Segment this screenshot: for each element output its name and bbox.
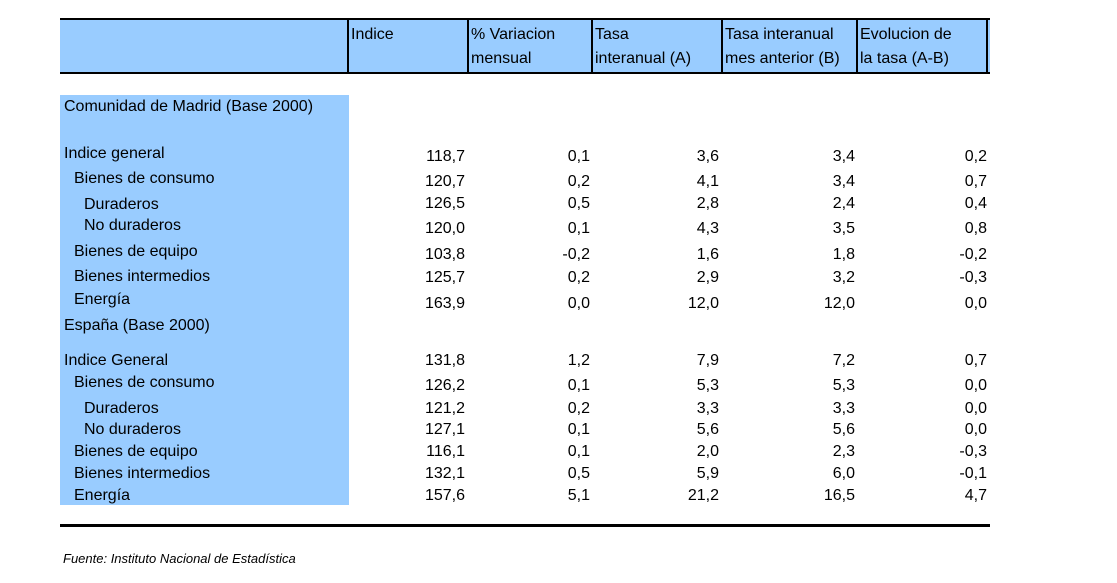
cell-variacion: 0,1	[567, 421, 590, 438]
row-label: Bienes de consumo	[74, 170, 215, 187]
cell-tasa-a: 7,9	[696, 352, 719, 369]
cell-evolucion: 4,7	[964, 487, 987, 504]
cell-evolucion: -0,3	[959, 269, 987, 286]
cell-tasa-a: 3,6	[696, 148, 719, 165]
cell-indice: 118,7	[426, 148, 465, 165]
cell-evolucion: 0,0	[964, 295, 987, 312]
row-label: Bienes de equipo	[74, 243, 198, 260]
cell-evolucion: 0,0	[964, 377, 987, 394]
cell-tasa-b: 3,2	[832, 269, 855, 286]
cell-tasa-a: 12,0	[687, 295, 719, 312]
cell-tasa-a: 4,1	[696, 173, 719, 190]
cell-indice: 120,7	[424, 173, 465, 190]
cell-evolucion: 0,8	[964, 220, 987, 237]
cell-variacion: 0,1	[567, 443, 590, 460]
cell-indice: 121,2	[424, 400, 465, 417]
cell-variacion: 0,0	[567, 295, 590, 312]
cell-tasa-a: 5,9	[696, 465, 719, 482]
row-label: Bienes de equipo	[74, 443, 198, 460]
cell-tasa-b: 5,3	[832, 377, 855, 394]
cell-variacion: 0,2	[567, 269, 590, 286]
row-label: Duraderos	[84, 196, 159, 213]
row-label: Indice general	[64, 145, 165, 162]
cell-indice: 126,5	[424, 195, 465, 212]
cell-evolucion: 0,0	[964, 400, 987, 417]
row-label: No duraderos	[84, 217, 181, 234]
cell-indice: 126,2	[424, 377, 465, 394]
header-tasa-mes-anterior: Tasa interanual mes anterior (B)	[721, 20, 856, 72]
cell-tasa-b: 3,5	[832, 220, 855, 237]
cell-tasa-a: 2,9	[696, 269, 719, 286]
bottom-rule	[60, 524, 990, 527]
source-note: Fuente: Instituto Nacional de Estadístic…	[63, 551, 296, 566]
cell-evolucion: 0,7	[964, 352, 987, 369]
cell-tasa-b: 12,0	[823, 295, 855, 312]
cell-evolucion: -0,1	[959, 465, 987, 482]
cell-evolucion: 0,0	[964, 421, 987, 438]
cell-tasa-b: 3,4	[832, 148, 855, 165]
cell-variacion: 1,2	[567, 352, 590, 369]
cell-tasa-a: 2,0	[696, 443, 719, 460]
row-label: Duraderos	[84, 400, 159, 417]
cell-evolucion: 0,7	[964, 173, 987, 190]
section-title-espana: España (Base 2000)	[64, 317, 210, 334]
cell-tasa-a: 5,3	[696, 377, 719, 394]
header-indice: Indice	[347, 20, 467, 72]
cell-tasa-b: 1,8	[832, 246, 855, 263]
cell-indice: 157,6	[424, 487, 465, 504]
label-column	[60, 95, 349, 505]
header-evolucion-tasa: Evolucion de la tasa (A-B)	[856, 20, 988, 72]
cell-variacion: 0,2	[567, 400, 590, 417]
cell-indice: 116,1	[426, 443, 465, 460]
cell-evolucion: 0,4	[964, 195, 987, 212]
cell-indice: 125,7	[424, 269, 465, 286]
cell-tasa-b: 2,3	[832, 443, 855, 460]
cell-evolucion: -0,3	[959, 443, 987, 460]
row-label: Energía	[74, 291, 131, 308]
row-label: Energía	[74, 487, 131, 504]
cell-indice: 132,1	[424, 465, 465, 482]
cell-indice: 127,1	[424, 421, 465, 438]
cell-variacion: 0,1	[567, 377, 590, 394]
row-label: Bienes de consumo	[74, 374, 215, 391]
cell-evolucion: 0,2	[964, 148, 987, 165]
cell-variacion: -0,2	[562, 246, 590, 263]
row-label: Bienes intermedios	[74, 465, 211, 482]
row-label: Indice General	[64, 352, 169, 369]
cell-variacion: 0,5	[567, 195, 590, 212]
row-label: Bienes intermedios	[74, 268, 211, 285]
section-title-madrid: Comunidad de Madrid (Base 2000)	[64, 98, 314, 115]
cell-tasa-b: 3,3	[832, 400, 855, 417]
cell-tasa-b: 3,4	[832, 173, 855, 190]
table-header: Indice % Variacion mensual Tasa interanu…	[60, 18, 990, 74]
cell-indice: 103,8	[424, 246, 465, 263]
header-variacion-mensual: % Variacion mensual	[467, 20, 591, 72]
cell-variacion: 0,2	[567, 173, 590, 190]
cell-variacion: 0,1	[567, 220, 590, 237]
cell-variacion: 0,5	[567, 465, 590, 482]
cell-evolucion: -0,2	[959, 246, 987, 263]
cell-tasa-a: 5,6	[696, 421, 719, 438]
cell-tasa-b: 7,2	[832, 352, 855, 369]
cell-tasa-b: 5,6	[832, 421, 855, 438]
cell-tasa-a: 21,2	[687, 487, 719, 504]
cell-tasa-b: 2,4	[832, 195, 855, 212]
cell-variacion: 5,1	[567, 487, 590, 504]
cell-tasa-a: 4,3	[696, 220, 719, 237]
cell-variacion: 0,1	[567, 148, 590, 165]
cell-indice: 131,8	[424, 352, 465, 369]
cell-tasa-a: 3,3	[696, 400, 719, 417]
row-label: No duraderos	[84, 421, 181, 438]
cell-indice: 120,0	[424, 220, 465, 237]
cell-tasa-b: 16,5	[823, 487, 855, 504]
header-tasa-interanual: Tasa interanual (A)	[591, 20, 721, 72]
cell-tasa-b: 6,0	[832, 465, 855, 482]
cell-indice: 163,9	[424, 295, 465, 312]
cell-tasa-a: 1,6	[696, 246, 719, 263]
cell-tasa-a: 2,8	[696, 195, 719, 212]
